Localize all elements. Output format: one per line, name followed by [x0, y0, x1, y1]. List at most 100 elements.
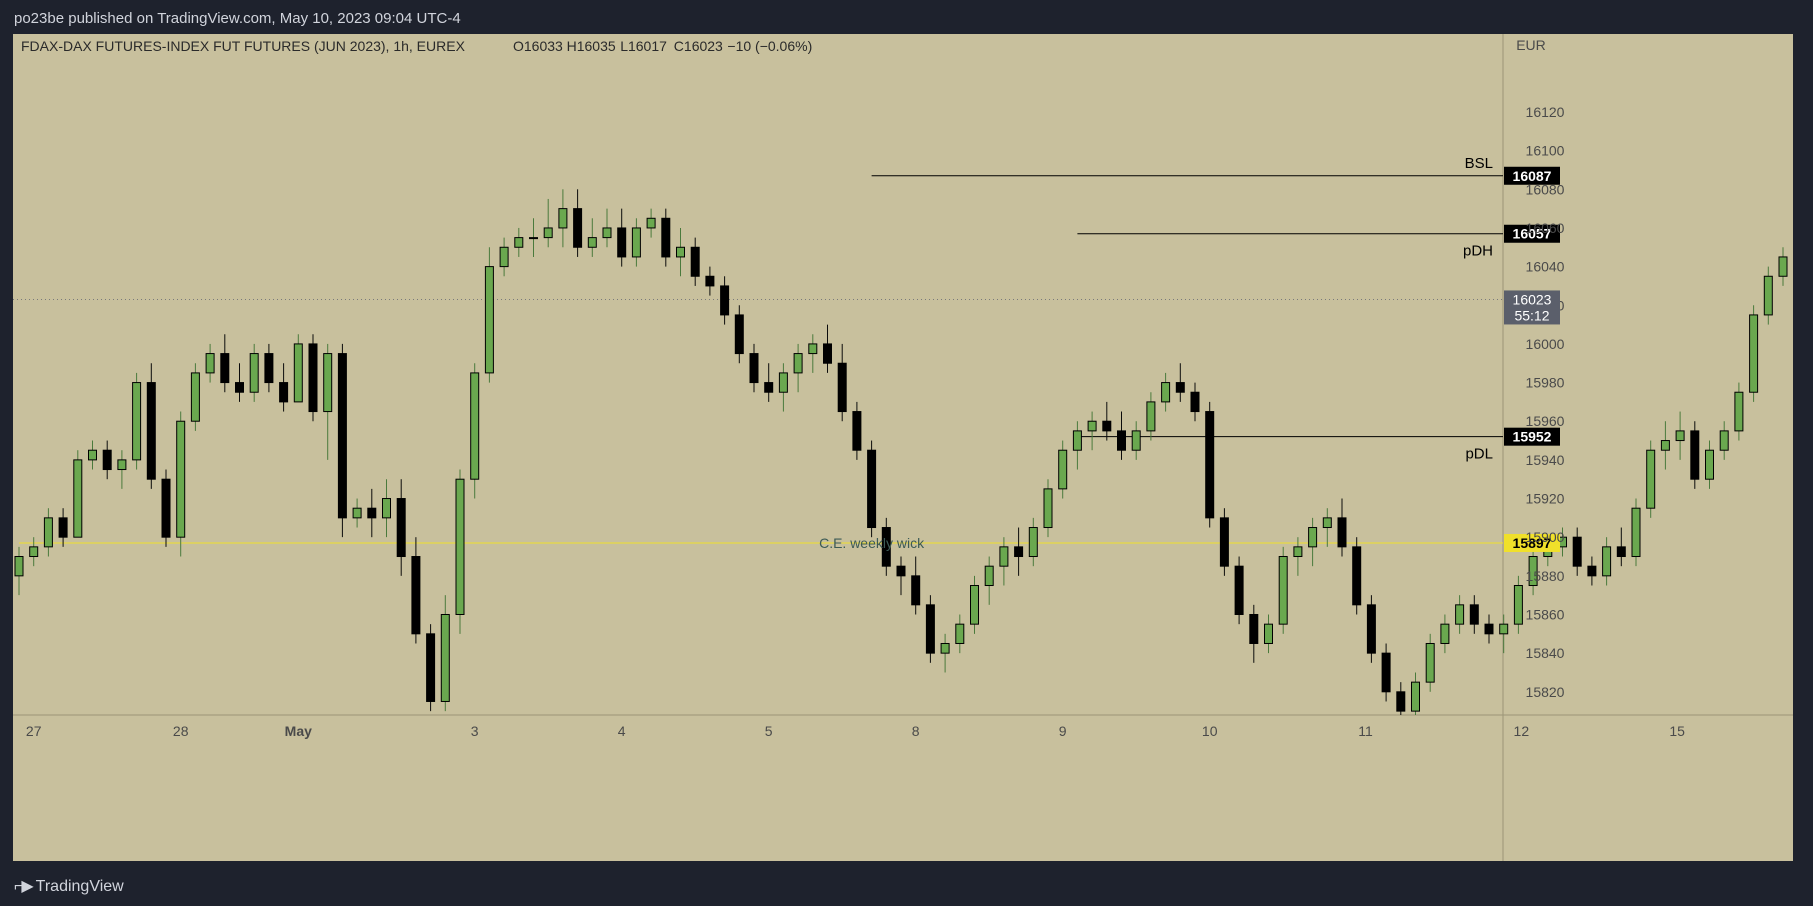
candle[interactable] — [1264, 614, 1273, 654]
candle[interactable] — [808, 334, 818, 373]
candle[interactable] — [587, 218, 597, 257]
candle[interactable] — [617, 208, 627, 267]
candle[interactable] — [58, 508, 68, 547]
chart-svg[interactable]: 16087 16057 15952 15897 15820 15840 15860 15880… — [13, 34, 1793, 861]
candle[interactable] — [1778, 247, 1788, 286]
candle[interactable] — [573, 189, 583, 257]
candle[interactable] — [367, 488, 377, 538]
candle[interactable] — [293, 334, 303, 403]
candle[interactable] — [881, 517, 891, 576]
candle[interactable] — [690, 237, 700, 286]
candle[interactable] — [1705, 440, 1714, 489]
candle[interactable] — [911, 556, 921, 615]
candle[interactable] — [190, 363, 200, 431]
candle[interactable] — [999, 537, 1009, 586]
candle[interactable] — [720, 276, 730, 325]
candle[interactable] — [602, 208, 612, 248]
candle[interactable] — [1028, 517, 1038, 567]
candle[interactable] — [1660, 421, 1670, 470]
candle[interactable] — [1058, 440, 1068, 499]
candle[interactable] — [749, 343, 759, 393]
candle[interactable] — [558, 189, 568, 248]
candle[interactable] — [1131, 421, 1141, 460]
candle[interactable] — [117, 450, 127, 489]
candle[interactable] — [1484, 614, 1494, 644]
candle[interactable] — [102, 440, 112, 480]
tradingview-logo[interactable]: ⌐▶ TradingView — [14, 876, 124, 896]
candle[interactable] — [1234, 556, 1244, 625]
candle[interactable] — [955, 614, 965, 654]
candle[interactable] — [73, 450, 83, 538]
candle[interactable] — [1499, 614, 1509, 654]
candle[interactable] — [220, 334, 230, 393]
candle[interactable] — [440, 595, 450, 712]
candle[interactable] — [529, 218, 538, 257]
candle[interactable] — [1675, 411, 1685, 460]
candle[interactable] — [646, 208, 656, 238]
candle[interactable] — [631, 218, 641, 267]
candle[interactable] — [925, 595, 935, 663]
candle[interactable] — [1690, 421, 1700, 489]
candle[interactable] — [852, 401, 862, 460]
candle[interactable] — [778, 363, 788, 412]
candle[interactable] — [426, 624, 436, 712]
candle[interactable] — [43, 508, 53, 557]
candle[interactable] — [1749, 305, 1759, 402]
candle[interactable] — [1616, 527, 1626, 567]
candle[interactable] — [1602, 537, 1612, 586]
candle[interactable] — [1102, 401, 1112, 441]
candle[interactable] — [514, 227, 524, 257]
candle[interactable] — [88, 440, 97, 470]
candle[interactable] — [1043, 479, 1053, 538]
candle[interactable] — [1249, 604, 1259, 663]
candle[interactable] — [1117, 411, 1126, 460]
candle[interactable] — [455, 469, 465, 634]
candle[interactable] — [308, 334, 318, 422]
candle[interactable] — [484, 247, 494, 383]
candle[interactable] — [543, 198, 553, 248]
candle[interactable] — [176, 411, 186, 557]
chart-frame[interactable]: 16087 16057 15952 15897 15820 15840 15860 15880… — [13, 34, 1793, 861]
candle[interactable] — [1161, 372, 1171, 412]
candle[interactable] — [1528, 546, 1538, 596]
candle[interactable] — [279, 363, 289, 412]
candle[interactable] — [1219, 508, 1229, 576]
candle[interactable] — [264, 343, 274, 393]
candle[interactable] — [1190, 382, 1200, 422]
candle[interactable] — [984, 556, 994, 605]
candle[interactable] — [1646, 440, 1656, 518]
candle[interactable] — [1513, 575, 1523, 634]
candle[interactable] — [382, 479, 391, 538]
candle[interactable] — [1072, 421, 1082, 470]
candle[interactable] — [1631, 498, 1641, 567]
candle[interactable] — [470, 363, 480, 499]
candle[interactable] — [1425, 633, 1435, 692]
candle[interactable] — [396, 479, 406, 576]
candle[interactable] — [823, 324, 832, 373]
candle[interactable] — [1014, 527, 1024, 576]
candle[interactable] — [896, 556, 906, 596]
candle[interactable] — [235, 363, 244, 402]
candle[interactable] — [1455, 595, 1465, 634]
candle[interactable] — [249, 343, 259, 402]
candle[interactable] — [1308, 517, 1318, 567]
candle[interactable] — [1205, 401, 1215, 528]
candle[interactable] — [14, 546, 24, 596]
candle[interactable] — [337, 343, 347, 538]
candle[interactable] — [970, 575, 979, 634]
candle[interactable] — [146, 363, 156, 489]
candle[interactable] — [1440, 614, 1450, 654]
candle[interactable] — [661, 208, 671, 267]
candle[interactable] — [1734, 382, 1744, 441]
candle[interactable] — [29, 537, 39, 567]
candle[interactable] — [411, 537, 421, 644]
candle[interactable] — [705, 266, 715, 296]
candle[interactable] — [1322, 508, 1332, 547]
candle[interactable] — [499, 237, 509, 277]
candle[interactable] — [1293, 537, 1303, 576]
candle[interactable] — [867, 440, 877, 538]
candle[interactable] — [1719, 421, 1729, 460]
candle[interactable] — [352, 498, 362, 528]
candle[interactable] — [1278, 546, 1288, 634]
candle[interactable] — [837, 343, 847, 422]
